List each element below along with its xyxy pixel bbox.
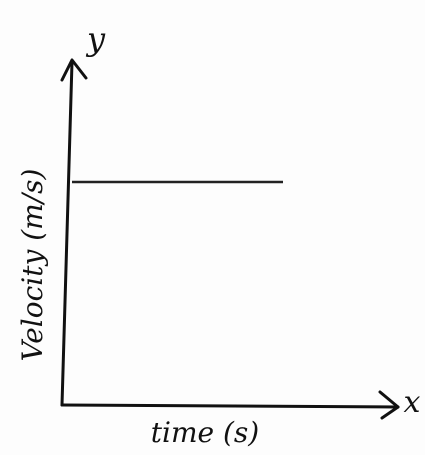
- x-axis: [60, 403, 400, 409]
- x-axis-arrow: [378, 390, 400, 420]
- x-axis-letter: x: [404, 385, 421, 420]
- y-axis-letter: y: [85, 20, 106, 58]
- y-axis-title: Velocity (m/s): [16, 169, 49, 362]
- y-axis: [60, 60, 74, 407]
- x-axis-title: time (s): [151, 416, 259, 449]
- y-axis-arrow: [60, 58, 88, 82]
